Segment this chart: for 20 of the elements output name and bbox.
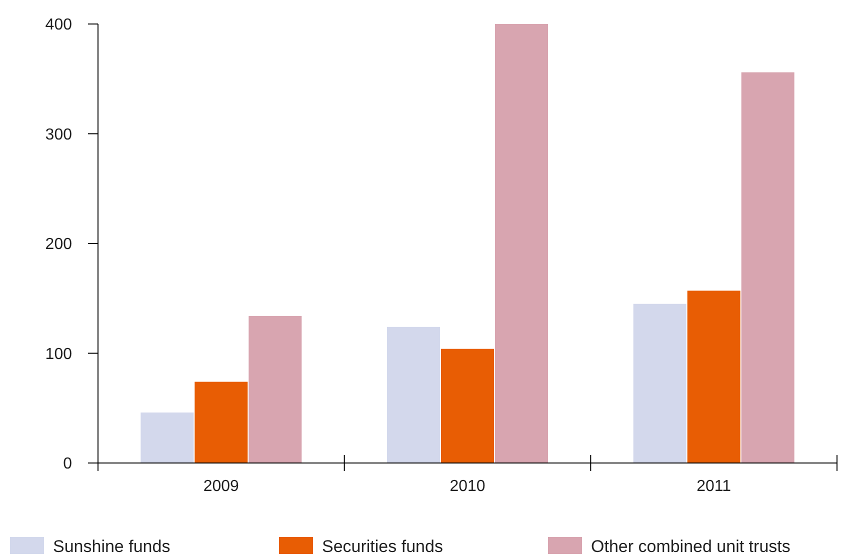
legend-label: Other combined unit trusts: [591, 536, 790, 556]
bar: [741, 72, 794, 463]
bar: [687, 290, 740, 463]
bar: [387, 326, 440, 463]
bar: [140, 412, 194, 463]
y-tick-label: 0: [63, 456, 72, 473]
x-tick-label: 2010: [450, 478, 486, 495]
y-tick-label: 100: [45, 346, 72, 363]
bar: [495, 24, 548, 463]
y-tick-label: 200: [45, 236, 72, 254]
x-tick-label: 2009: [203, 478, 240, 495]
x-tick-label: 2011: [696, 478, 732, 495]
legend-label: Securities funds: [322, 536, 443, 556]
bar: [441, 348, 494, 463]
bar: [194, 382, 248, 463]
y-tick-label: 400: [45, 16, 72, 34]
bar: [248, 316, 302, 463]
bar: [633, 304, 686, 463]
y-tick-label: 300: [45, 126, 72, 144]
legend-label: Sunshine funds: [53, 536, 170, 556]
